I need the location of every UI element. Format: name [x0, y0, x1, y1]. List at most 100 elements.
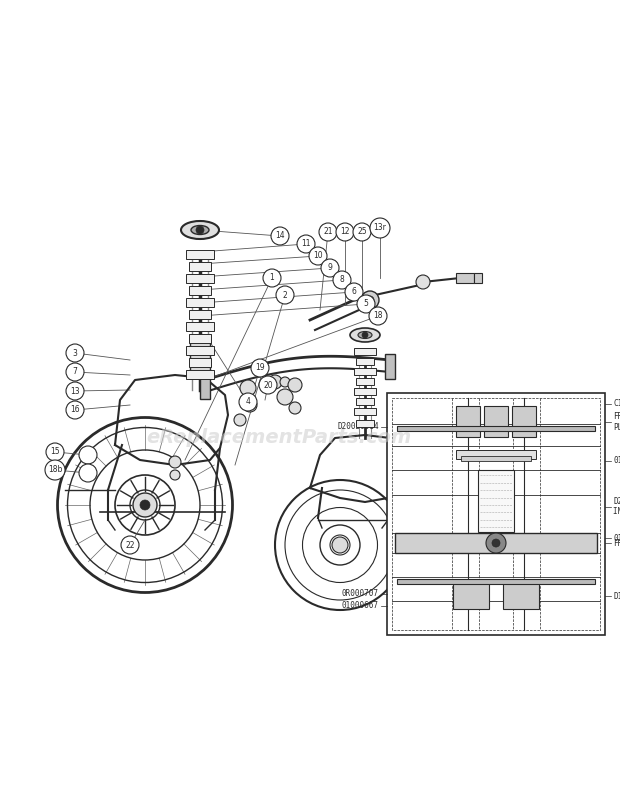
Bar — [387, 393, 605, 635]
Circle shape — [169, 456, 181, 468]
Circle shape — [121, 536, 139, 554]
Text: 9: 9 — [327, 264, 332, 273]
Circle shape — [492, 539, 500, 547]
Bar — [189, 310, 211, 319]
Text: 16: 16 — [70, 406, 80, 415]
Bar — [397, 426, 595, 431]
Text: 22: 22 — [125, 541, 135, 549]
Text: eReplacementParts.com: eReplacementParts.com — [146, 427, 412, 447]
Text: 19: 19 — [255, 363, 265, 372]
Bar — [354, 368, 376, 375]
Bar — [456, 450, 536, 459]
Bar — [478, 471, 514, 533]
Bar — [484, 407, 508, 436]
Bar — [356, 378, 374, 385]
Circle shape — [332, 537, 348, 553]
Text: 25: 25 — [357, 228, 367, 237]
Bar — [190, 340, 210, 375]
Text: 2: 2 — [283, 290, 288, 299]
Circle shape — [321, 259, 339, 277]
Bar — [186, 250, 214, 259]
Circle shape — [277, 389, 293, 405]
Bar — [356, 420, 374, 427]
Circle shape — [79, 464, 97, 482]
Circle shape — [133, 493, 157, 517]
Bar — [200, 374, 210, 399]
Circle shape — [319, 223, 337, 241]
Circle shape — [362, 332, 368, 338]
Ellipse shape — [358, 331, 372, 338]
Text: 01000667: 01000667 — [342, 602, 379, 610]
Circle shape — [239, 393, 257, 411]
Text: 14: 14 — [275, 232, 285, 241]
Text: 0R000707: 0R000707 — [342, 589, 379, 598]
Circle shape — [297, 235, 315, 253]
Circle shape — [289, 402, 301, 414]
Bar — [474, 273, 482, 283]
Circle shape — [357, 295, 375, 313]
Ellipse shape — [181, 221, 219, 239]
Text: C1006308: C1006308 — [613, 399, 620, 408]
Bar — [456, 407, 480, 436]
Circle shape — [288, 378, 302, 392]
Circle shape — [79, 446, 97, 464]
Text: 3: 3 — [73, 349, 78, 358]
Circle shape — [370, 218, 390, 238]
Text: 18b: 18b — [48, 465, 62, 475]
Bar — [189, 334, 211, 343]
Text: 01006284: 01006284 — [613, 456, 620, 465]
Text: FRONT
PLATE: FRONT PLATE — [613, 412, 620, 431]
Bar — [186, 322, 214, 331]
Text: 15: 15 — [50, 448, 60, 456]
Text: 13r: 13r — [374, 224, 386, 233]
Circle shape — [140, 500, 150, 510]
Circle shape — [276, 286, 294, 304]
Text: WASHER ORDER &
ORIENTATION: WASHER ORDER & ORIENTATION — [476, 617, 536, 630]
Bar — [456, 273, 474, 283]
Bar — [512, 407, 536, 436]
Text: 8: 8 — [340, 276, 344, 285]
Bar — [395, 533, 597, 553]
Bar — [392, 398, 600, 630]
Circle shape — [369, 307, 387, 325]
Circle shape — [234, 414, 246, 426]
Bar — [189, 262, 211, 271]
Circle shape — [45, 460, 65, 480]
Circle shape — [268, 375, 282, 389]
Circle shape — [251, 359, 269, 377]
Text: 7: 7 — [73, 367, 78, 376]
Ellipse shape — [350, 328, 380, 342]
Circle shape — [353, 223, 371, 241]
Text: 01P00829-: 01P00829- — [613, 533, 620, 543]
Bar — [186, 370, 214, 379]
Circle shape — [486, 533, 506, 553]
Bar — [186, 298, 214, 307]
Circle shape — [46, 443, 64, 461]
Text: 21: 21 — [323, 228, 333, 237]
Text: 4: 4 — [246, 398, 250, 407]
Circle shape — [309, 247, 327, 265]
Bar — [503, 582, 539, 609]
Bar — [356, 398, 374, 405]
Circle shape — [170, 470, 180, 480]
Text: 18: 18 — [373, 311, 383, 321]
Text: 12: 12 — [340, 228, 350, 237]
Circle shape — [361, 291, 379, 309]
Text: 6: 6 — [352, 287, 356, 297]
Text: D20030984: D20030984 — [337, 423, 379, 431]
Circle shape — [271, 227, 289, 245]
Text: 5: 5 — [363, 299, 368, 309]
Circle shape — [366, 296, 374, 304]
Circle shape — [240, 380, 256, 396]
Text: 10: 10 — [313, 252, 323, 261]
Bar — [385, 354, 395, 379]
Bar — [397, 579, 595, 585]
Circle shape — [345, 283, 363, 301]
Bar — [354, 408, 376, 415]
Bar — [186, 274, 214, 283]
Circle shape — [66, 363, 84, 381]
Text: D20030086
INNER SLEEVE: D20030086 INNER SLEEVE — [613, 497, 620, 516]
Circle shape — [66, 382, 84, 400]
Bar — [356, 358, 374, 365]
Text: 11: 11 — [301, 240, 311, 249]
